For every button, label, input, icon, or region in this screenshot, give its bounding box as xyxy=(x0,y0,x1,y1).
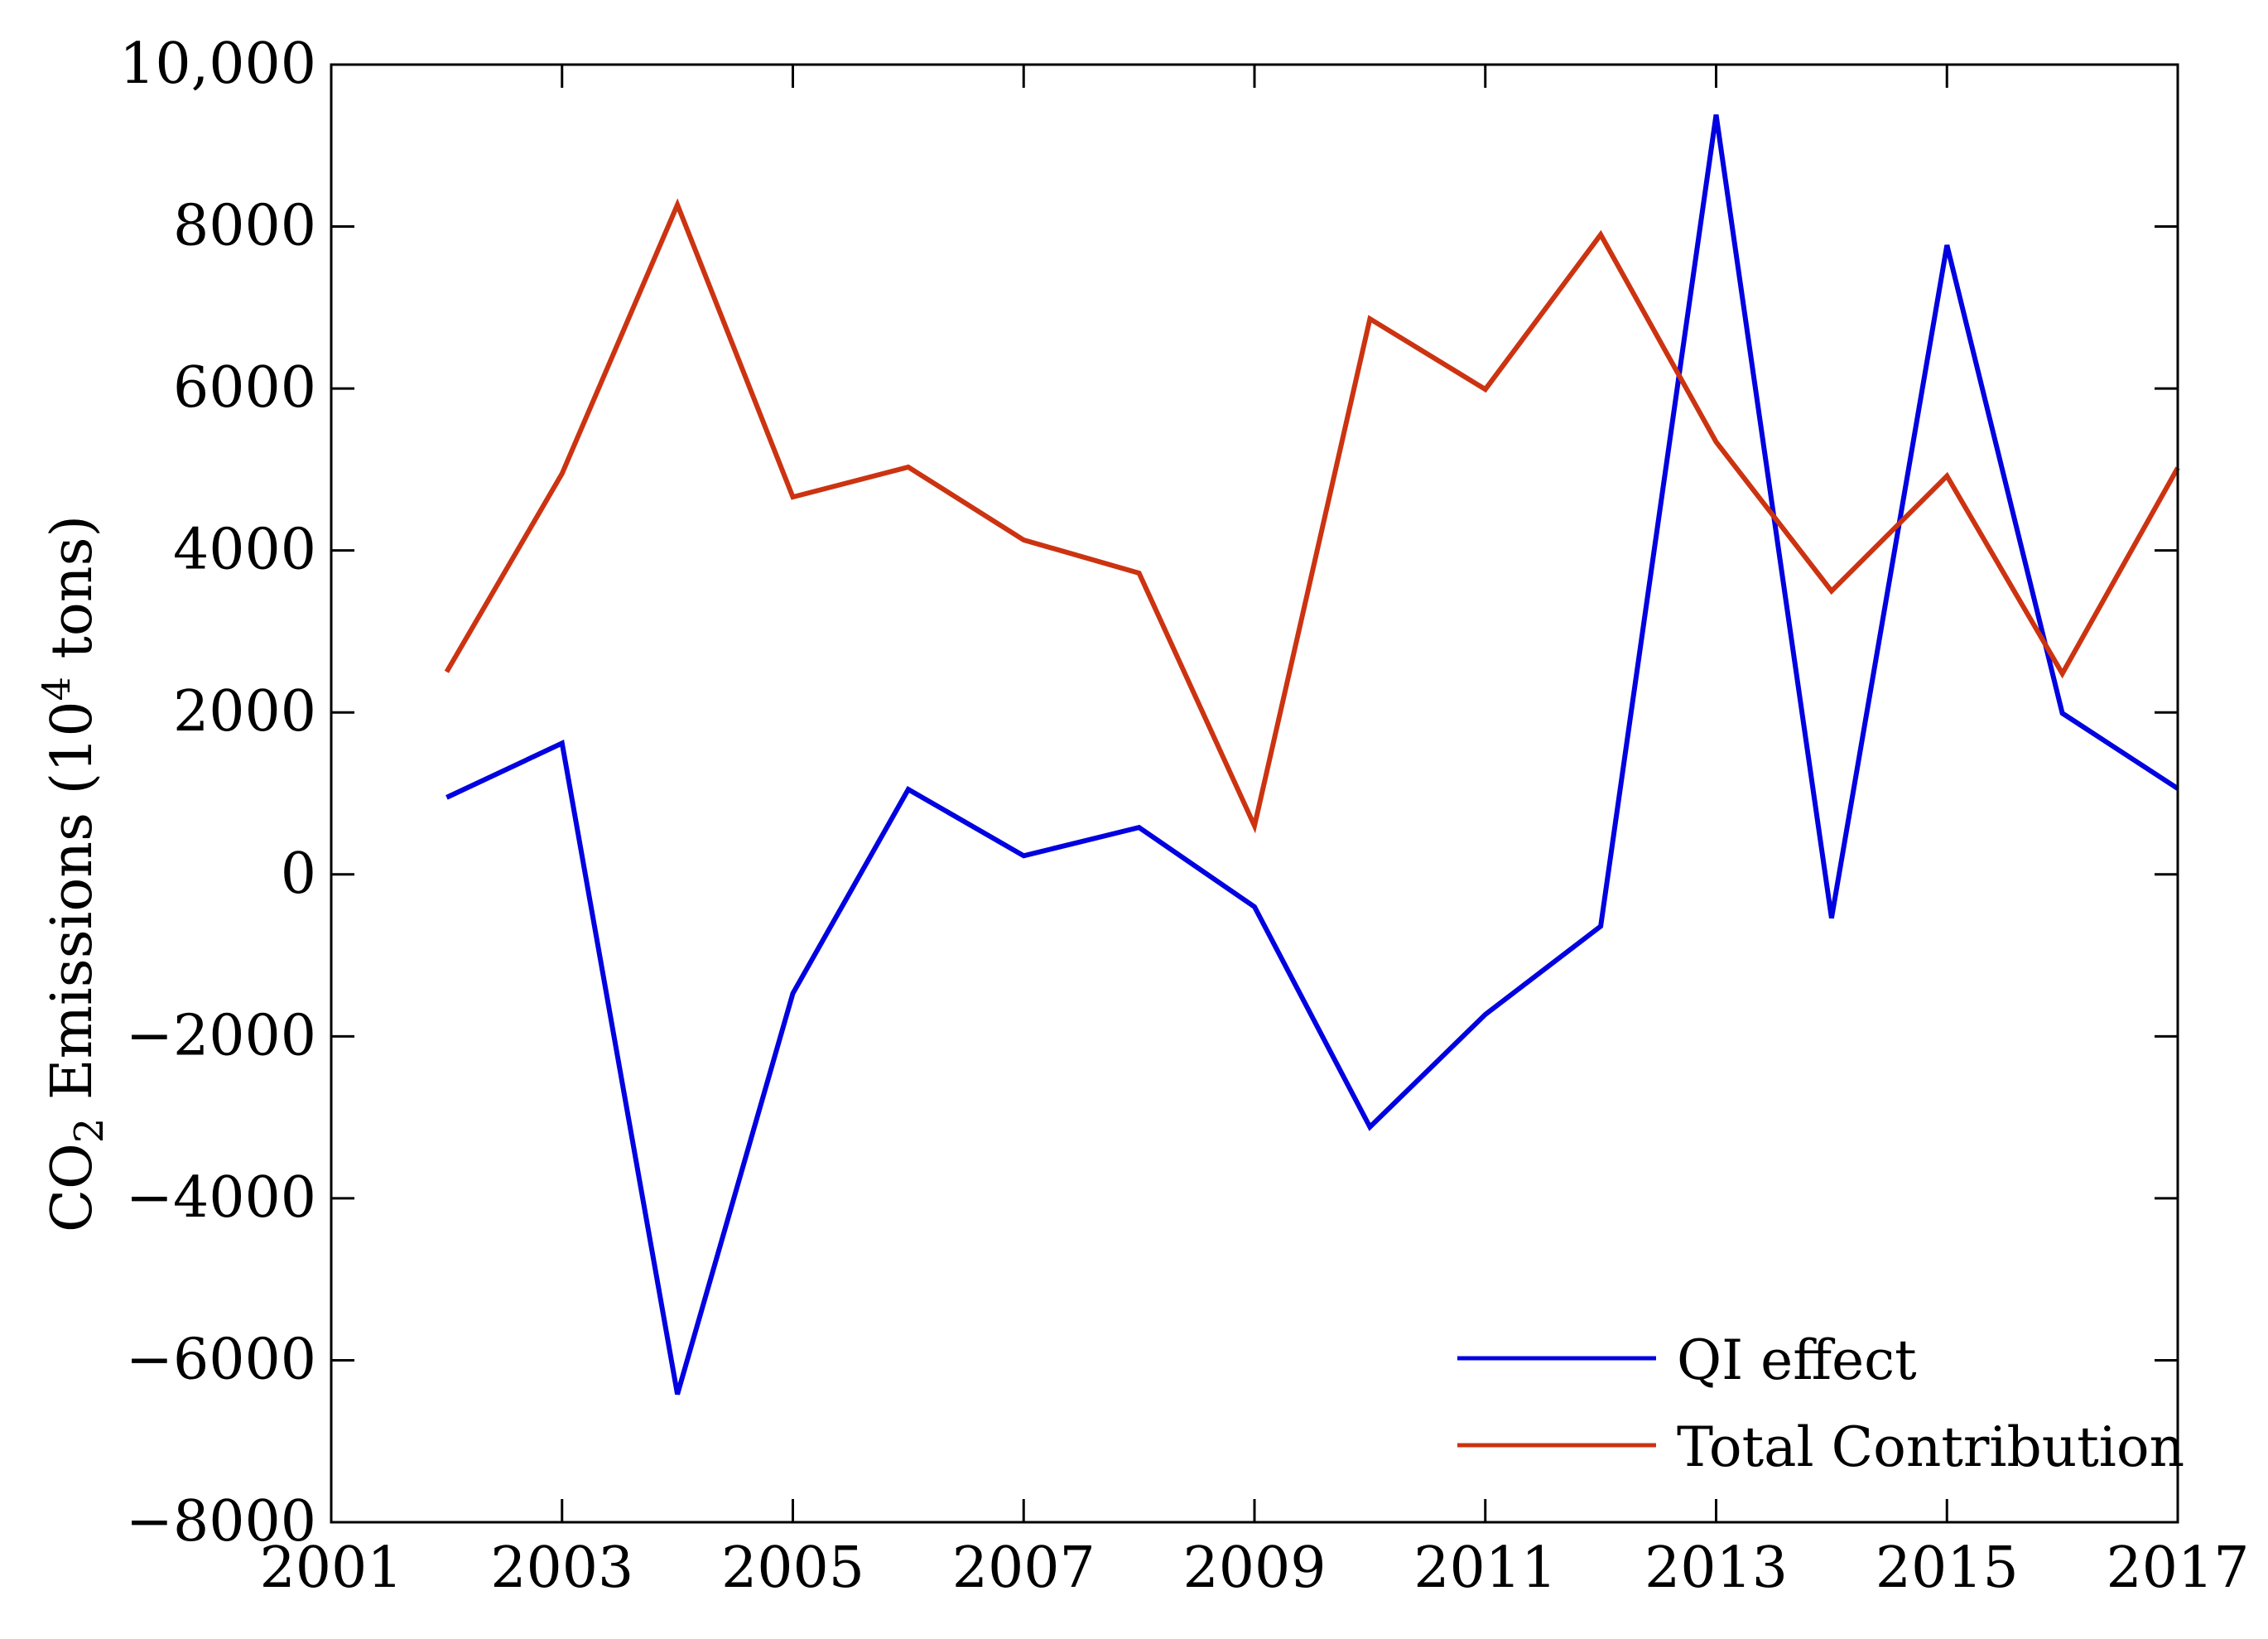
x-tick-label: 2003 xyxy=(490,1535,633,1601)
y-tick-label: −8000 xyxy=(126,1489,316,1555)
y-tick-label: −6000 xyxy=(126,1327,316,1392)
series-lines xyxy=(444,114,2180,1396)
y-tick-label: 10,000 xyxy=(119,31,316,97)
y-axis-label: CO2 Emissions (104 tons) xyxy=(34,515,113,1232)
total-contribution-line xyxy=(444,198,2180,834)
x-tick-label: 2007 xyxy=(952,1535,1095,1601)
y-tick-label: 8000 xyxy=(173,194,316,259)
plot-frame xyxy=(330,63,2179,1524)
y-tick-label: 2000 xyxy=(173,679,316,745)
y-tick-label: 0 xyxy=(281,841,316,907)
x-tick-label: 2005 xyxy=(721,1535,864,1601)
legend-label-total-contribution: Total Contribution xyxy=(1677,1415,2184,1479)
y-tick-label: −2000 xyxy=(126,1003,316,1068)
x-tick-label: 2011 xyxy=(1413,1535,1557,1601)
y-tick-label: −4000 xyxy=(126,1165,316,1231)
tick-labels: 10,000 8000 6000 4000 2000 0 −2000 −4000 −6000 −8… xyxy=(119,31,2249,1601)
x-tick-label: 2013 xyxy=(1644,1535,1788,1601)
x-tick-label: 2015 xyxy=(1876,1535,2019,1601)
y-tick-label: 6000 xyxy=(173,355,316,421)
x-tick-label: 2001 xyxy=(259,1535,402,1601)
y-tick-label: 4000 xyxy=(173,518,316,583)
qi-effect-line xyxy=(445,114,2179,1396)
legend: QI effect Total Contribution xyxy=(1457,1328,2184,1479)
tick-marks xyxy=(330,63,2179,1524)
legend-label-qi-effect: QI effect xyxy=(1677,1328,1917,1392)
x-tick-label: 2017 xyxy=(2106,1535,2249,1601)
x-tick-label: 2009 xyxy=(1182,1535,1326,1601)
